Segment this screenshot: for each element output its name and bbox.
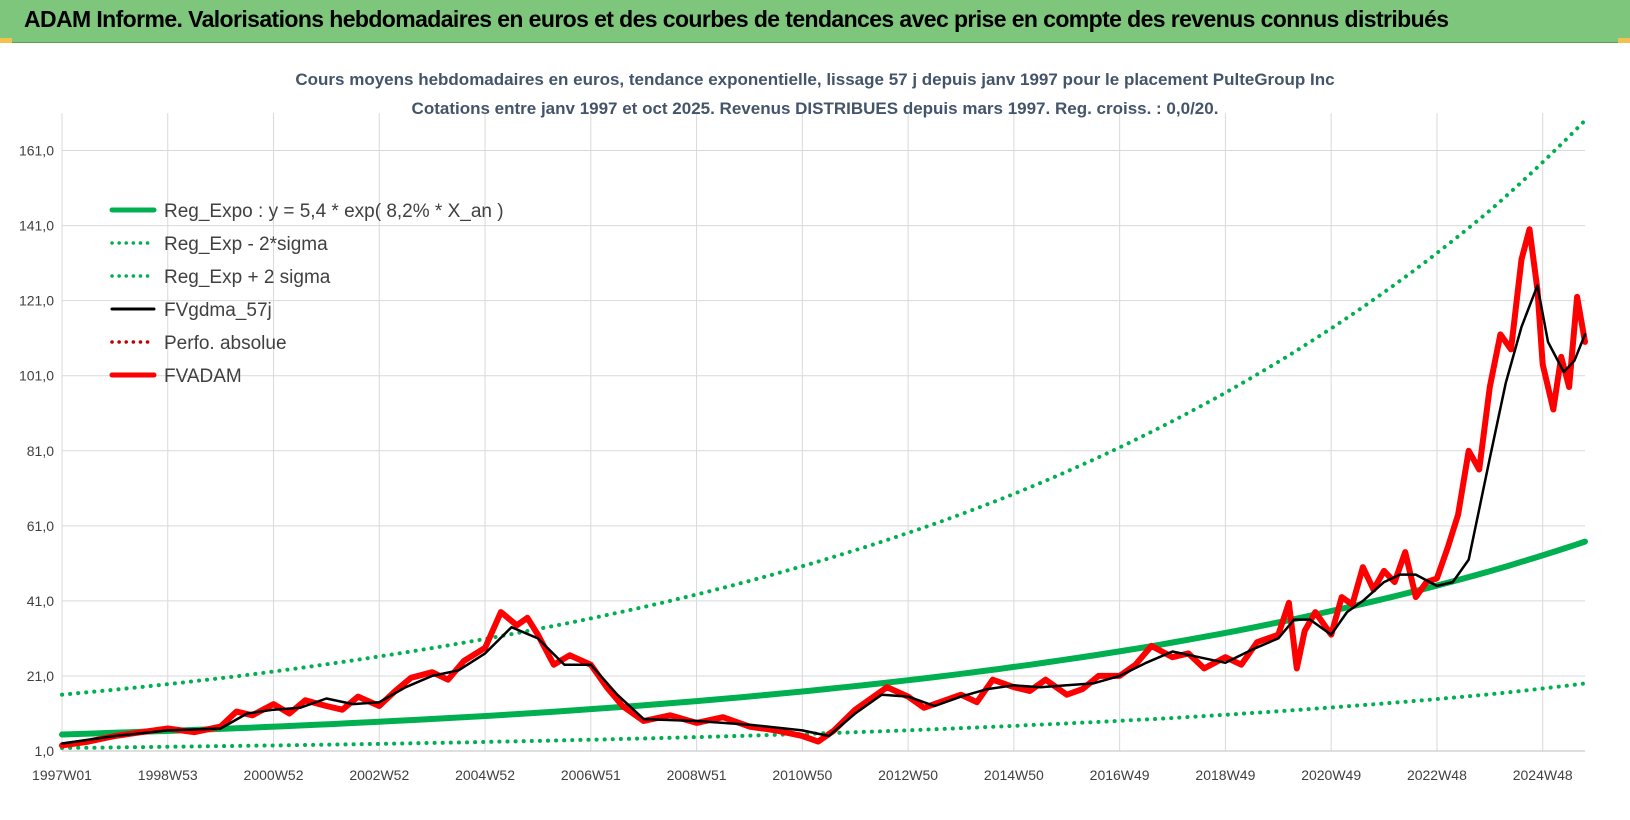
x-tick-label: 2008W51: [667, 767, 727, 783]
legend-item-plus-2sigma: Reg_Exp + 2 sigma: [164, 267, 331, 288]
x-tick-label: 1998W53: [138, 767, 198, 783]
y-tick-label: 81,0: [27, 443, 54, 459]
x-tick-label: 2000W52: [244, 767, 304, 783]
x-tick-label: 2012W50: [878, 767, 938, 783]
x-tick-label: 2004W52: [455, 767, 515, 783]
chart-legend: Reg_Expo : y = 5,4 * exp( 8,2% * X_an ) R…: [109, 201, 504, 387]
x-tick-label: 2006W51: [561, 767, 621, 783]
y-tick-label: 41,0: [27, 593, 54, 609]
legend-item-minus-2sigma: Reg_Exp - 2*sigma: [164, 234, 328, 255]
y-tick-label: 121,0: [19, 293, 54, 309]
x-axis-ticks: 1997W01 1998W53 2000W52 2002W52 2004W52 2006W…: [32, 767, 1573, 783]
chart-grid: [61, 113, 1585, 752]
y-tick-label: 21,0: [27, 668, 54, 684]
corner-mark-left: [0, 38, 12, 43]
trend-line-plus-2sigma: [60, 118, 1587, 697]
trend-line-reg-expo: [59, 538, 1588, 738]
y-tick-label: 141,0: [19, 218, 54, 234]
series-line-fvadam: [59, 226, 1588, 749]
trend-chart: 1,021,041,061,081,0101,0121,0141,0161,0 …: [19, 70, 1588, 783]
legend-item-fvadam: FVADAM: [164, 366, 242, 387]
chart-series: [59, 118, 1588, 750]
y-axis-ticks: 1,0 21,0 41,0 61,0 81,0 101,0 121,0 141,0 161,0: [19, 143, 54, 759]
x-tick-label: 1997W01: [32, 767, 92, 783]
x-tick-label: 2018W49: [1195, 767, 1255, 783]
chart-title: Cours moyens hebdomadaires en euros, ten…: [295, 70, 1334, 89]
legend-item-fvgdma-57j: FVgdma_57j: [164, 300, 272, 321]
report-title: ADAM Informe. Valorisations hebdomadaire…: [24, 6, 1449, 32]
x-tick-label: 2020W49: [1301, 767, 1361, 783]
legend-item-perfo-absolue: Perfo. absolue: [164, 333, 287, 354]
y-tick-label: 1,0: [35, 743, 55, 759]
y-tick-label: 101,0: [19, 368, 54, 384]
legend-item-reg-expo: Reg_Expo : y = 5,4 * exp( 8,2% * X_an ): [164, 201, 504, 222]
y-tick-label: 61,0: [27, 518, 54, 534]
chart-subtitle: Cotations entre janv 1997 et oct 2025. R…: [412, 99, 1219, 118]
x-tick-label: 2024W48: [1513, 767, 1573, 783]
x-tick-label: 2022W48: [1407, 767, 1467, 783]
series-line-fvgdma-57j: [60, 284, 1587, 745]
chart-panel: 1,0 21,0 41,0 61,0 81,0 101,0 121,0 141,0 161,0 …: [0, 43, 1630, 815]
x-tick-label: 2002W52: [349, 767, 409, 783]
report-banner: ADAM Informe. Valorisations hebdomadaire…: [0, 0, 1630, 43]
trend-line-minus-2sigma: [60, 681, 1587, 750]
corner-mark-right: [1618, 38, 1630, 43]
y-tick-label: 161,0: [19, 143, 54, 159]
x-tick-label: 2014W50: [984, 767, 1044, 783]
x-tick-label: 2016W49: [1090, 767, 1150, 783]
x-tick-label: 2010W50: [772, 767, 832, 783]
